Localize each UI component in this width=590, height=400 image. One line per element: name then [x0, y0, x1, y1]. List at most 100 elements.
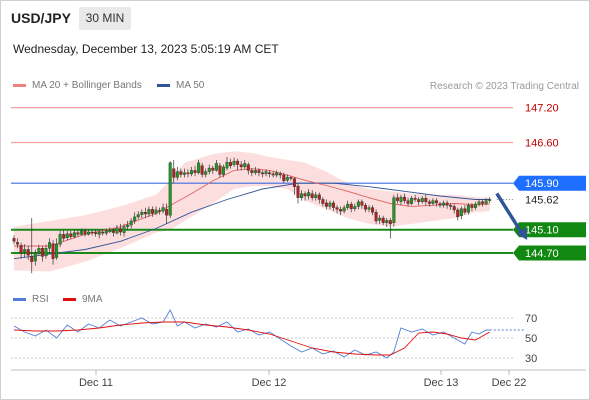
candle-body — [243, 163, 247, 168]
candle-body — [239, 164, 243, 168]
candle-body — [207, 167, 211, 172]
candle-body — [474, 203, 478, 208]
candle-body — [44, 248, 48, 257]
x-tick-label: Dec 12 — [252, 377, 287, 389]
candle-body — [30, 256, 34, 262]
candle-body — [150, 209, 154, 214]
candle-body — [346, 203, 350, 208]
candle-body — [356, 201, 360, 207]
timeframe-badge[interactable]: 30 MIN — [79, 7, 131, 30]
candle-body — [126, 224, 130, 227]
candle-body — [122, 226, 126, 233]
candle-body — [321, 199, 325, 204]
candle-body — [275, 172, 279, 176]
candle-body — [456, 209, 460, 218]
candle-body — [477, 201, 481, 205]
legend-9ma: 9MA — [63, 294, 103, 305]
candle-body — [417, 199, 421, 202]
candle-body — [282, 174, 286, 182]
candle-body — [211, 167, 215, 171]
candle-body — [427, 201, 431, 204]
candle-body — [104, 230, 108, 234]
candle-body — [466, 205, 470, 213]
candle-body — [236, 160, 240, 165]
candle-body — [381, 217, 385, 223]
candle-body — [406, 200, 410, 204]
candle-body — [253, 170, 257, 173]
candle-body — [449, 205, 453, 207]
chart-header: USD/JPY 30 MIN — [0, 0, 590, 38]
candle-body — [214, 163, 218, 171]
candle-body — [204, 171, 208, 175]
candle-body — [143, 212, 147, 215]
candle-body — [413, 198, 417, 200]
legend-ma20: MA 20 + Bollinger Bands — [13, 80, 142, 91]
candle-body — [395, 197, 399, 201]
candle-body — [353, 206, 357, 209]
legend-9ma-label: 9MA — [82, 294, 103, 305]
candle-body — [371, 207, 375, 213]
candle-body — [452, 206, 456, 211]
candle-body — [76, 232, 80, 235]
level-tag-145-90 — [513, 175, 586, 191]
candle-body — [488, 199, 492, 201]
candle-body — [90, 231, 94, 234]
candle-body — [94, 232, 98, 234]
chart-datetime: Wednesday, December 13, 2023 5:05:19 AM … — [13, 42, 279, 56]
candle-body — [179, 171, 183, 175]
candle-body — [101, 231, 105, 234]
candle-body — [367, 207, 371, 210]
bollinger-band-fill — [14, 151, 490, 272]
candle-body — [232, 160, 236, 165]
forecast-arrow-shaft — [495, 192, 524, 235]
candle-body — [40, 248, 44, 257]
level-label-145-62: 145.62 — [525, 194, 559, 206]
candle-body — [111, 230, 115, 233]
candle-body — [257, 170, 261, 173]
candle-body — [463, 208, 467, 213]
candle-body — [65, 233, 69, 239]
candle-body — [12, 238, 16, 242]
candle-body — [55, 244, 59, 258]
candle-body — [26, 249, 30, 256]
candle-body — [392, 197, 396, 223]
candle-body — [484, 200, 488, 204]
candle-body — [296, 185, 300, 198]
candle-body — [285, 177, 289, 181]
candle-body — [83, 230, 87, 235]
candle-body — [403, 196, 407, 201]
candle-body — [378, 217, 382, 221]
candle-body — [23, 249, 27, 252]
candle-body — [292, 178, 296, 187]
x-tick-label: Dec 22 — [492, 377, 527, 389]
candle-body — [300, 193, 304, 198]
candle-body — [332, 202, 336, 208]
candle-body — [445, 202, 449, 206]
research-credit: Research © 2023 Trading Central — [429, 81, 579, 92]
candle-body — [115, 228, 119, 234]
candle-body — [374, 212, 378, 222]
candle-body — [307, 192, 311, 197]
level-label-145-90: 145.90 — [525, 178, 559, 190]
candle-body — [261, 172, 265, 175]
candle-body — [342, 207, 346, 212]
rsi-ma9-line — [13, 321, 490, 356]
candle-body — [186, 172, 190, 175]
instrument-title: USD/JPY — [11, 10, 71, 26]
candle-body — [62, 234, 66, 239]
candle-body — [246, 164, 250, 171]
candle-body — [410, 198, 414, 204]
candle-body — [360, 201, 364, 206]
candle-body — [339, 209, 343, 212]
candle-body — [165, 209, 169, 216]
candle-body — [442, 202, 446, 206]
rsi-tick-50: 50 — [525, 333, 537, 345]
ma9-swatch — [63, 298, 76, 301]
legend-rsi: RSI — [13, 294, 49, 305]
candle-body — [175, 171, 179, 178]
x-tick-label: Dec 13 — [424, 377, 459, 389]
candle-body — [182, 172, 186, 175]
candle-body — [289, 177, 293, 179]
candle-body — [118, 228, 122, 233]
candle-body — [385, 220, 389, 223]
